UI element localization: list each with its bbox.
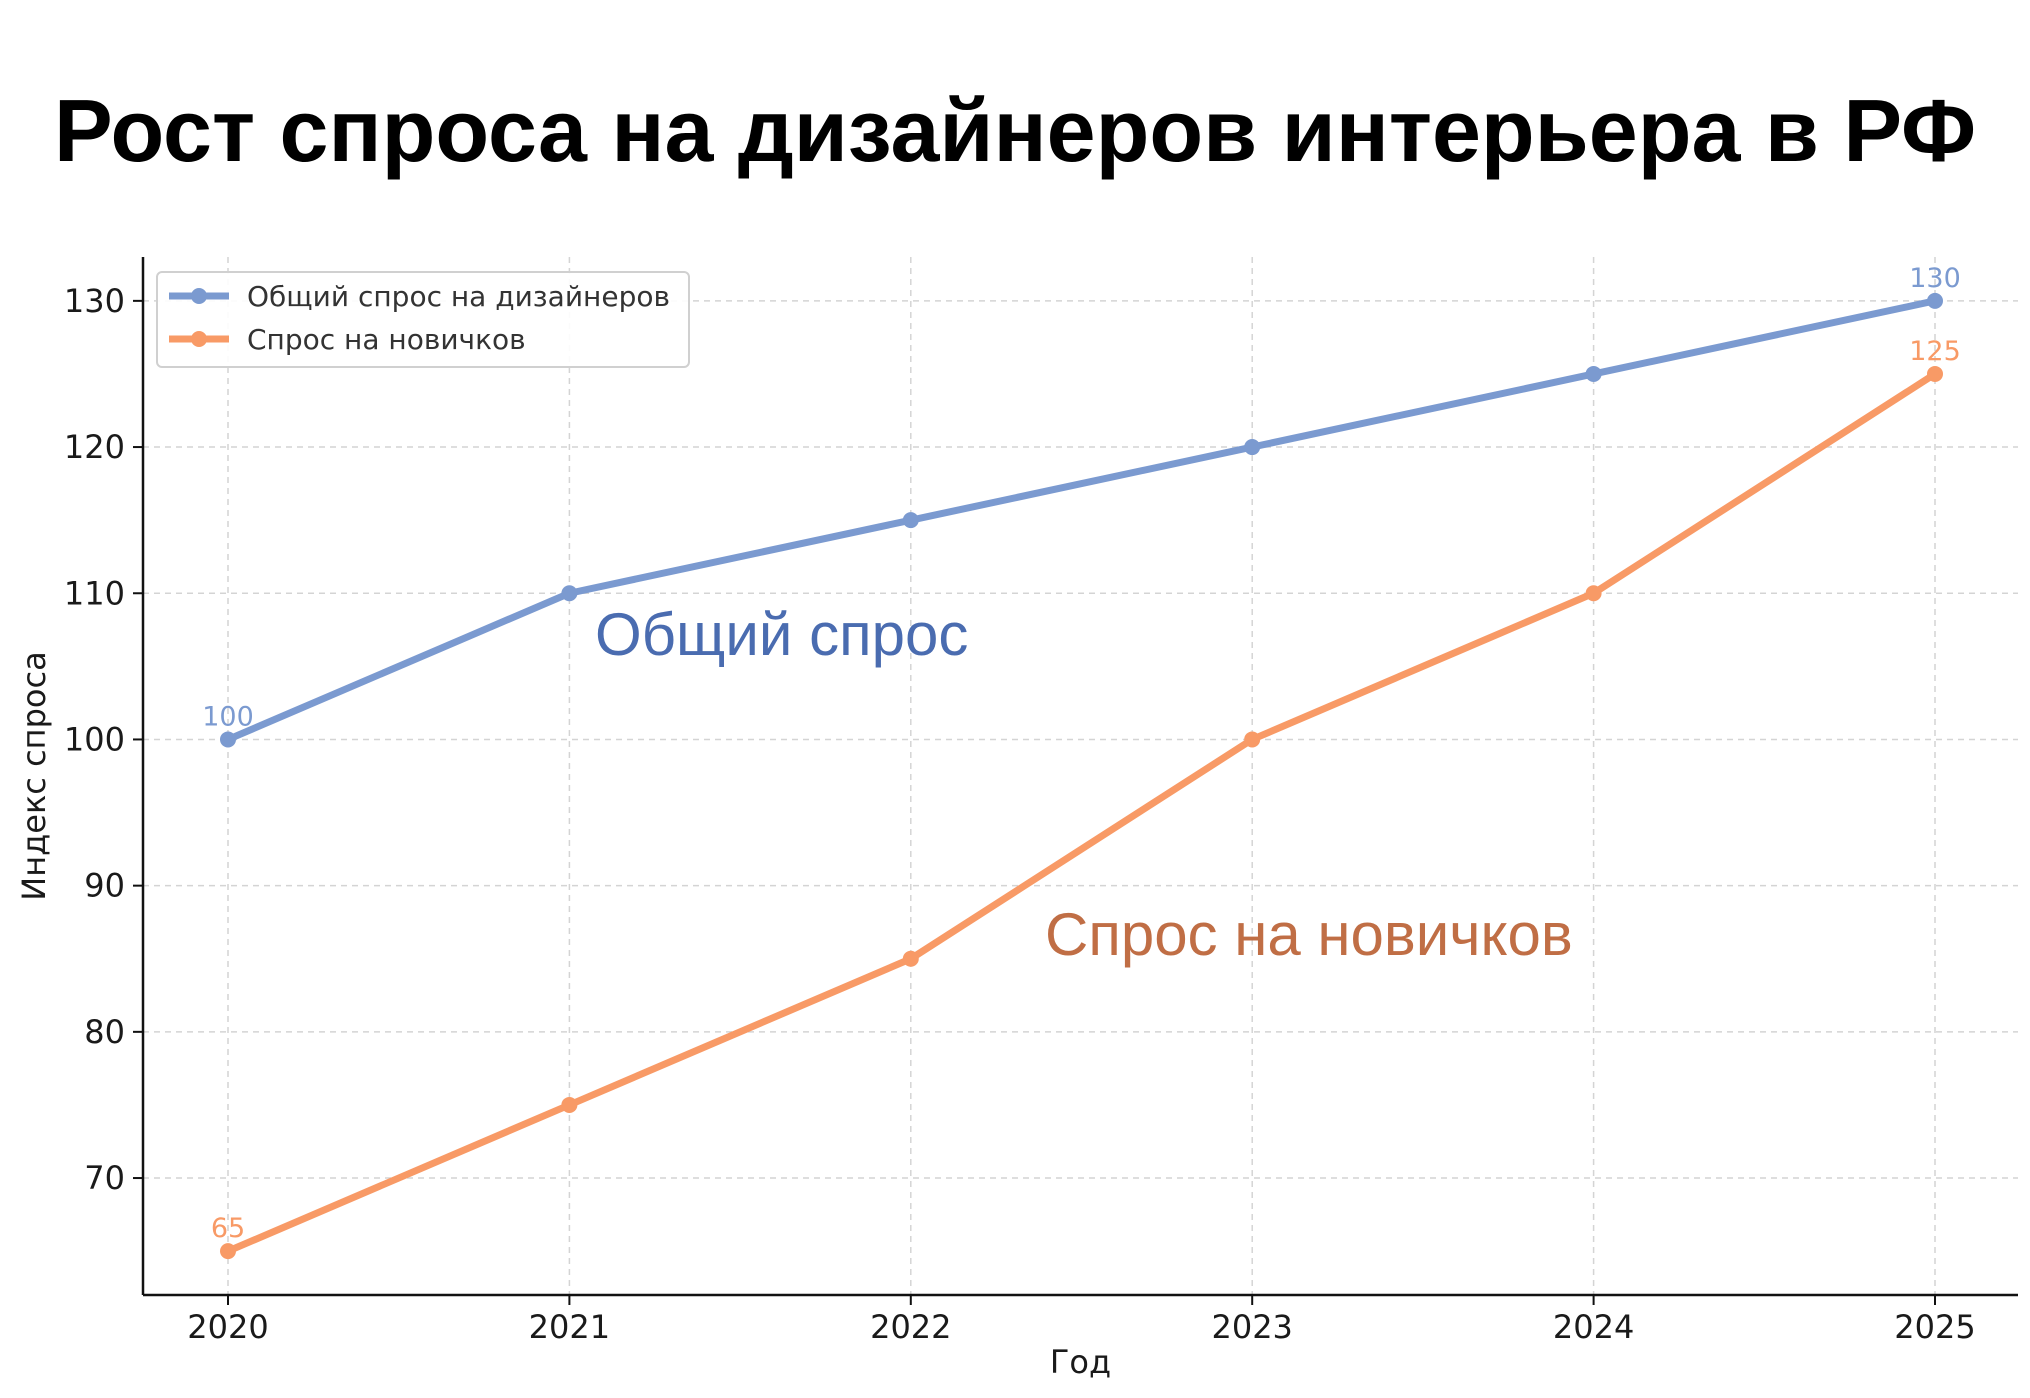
series [220, 292, 1943, 1260]
series-point-2 [220, 1243, 236, 1260]
x-tick-label: 2023 [1211, 1308, 1292, 1346]
data-label: 125 [1909, 336, 1961, 367]
data-labels: 100 130 65 125 [202, 263, 1961, 1244]
series-point-2 [1927, 365, 1943, 382]
legend-marker-2 [191, 331, 207, 347]
series-point-1 [1585, 365, 1602, 382]
chart-title: Рост спроса на дизайнеров интерьера в РФ [53, 81, 1977, 180]
x-tick-label: 2022 [870, 1308, 951, 1346]
legend-marker-1 [191, 288, 207, 304]
y-tick-label: 90 [84, 867, 125, 905]
data-label: 65 [211, 1213, 245, 1244]
x-axis-title: Год [1050, 1343, 1111, 1381]
x-tick-label: 2024 [1553, 1308, 1634, 1346]
series-point-2 [561, 1096, 578, 1113]
y-axis-title: Индекс спроса [15, 651, 53, 900]
series-point-2 [1585, 585, 1602, 602]
annotation-newbie-demand: Спрос на новичков [1045, 901, 1573, 968]
legend: Общий спрос на дизайнеров Спрос на новичк… [156, 271, 690, 368]
series-point-2 [1244, 731, 1261, 748]
series-point-1 [220, 731, 236, 748]
y-tick-label: 70 [84, 1159, 125, 1197]
y-tick-label: 130 [64, 282, 125, 320]
series-line-1 [224, 297, 1939, 743]
axes [141, 257, 2018, 1297]
y-tick-label: 120 [64, 428, 125, 466]
annotation-general-demand: Общий спрос [595, 601, 968, 668]
ticks: 2020 2021 2022 2023 2024 2025 70 80 90 100 110 120 1… [64, 282, 1976, 1346]
data-label: 130 [1909, 263, 1961, 294]
legend-label-2: Спрос на новичков [247, 323, 526, 356]
grid [143, 257, 2018, 1295]
y-tick-label: 80 [84, 1013, 125, 1051]
x-tick-label: 2021 [529, 1308, 610, 1346]
legend-box [156, 271, 690, 368]
series-point-1 [1244, 439, 1261, 456]
y-tick-label: 100 [64, 720, 125, 758]
x-tick-label: 2025 [1894, 1308, 1975, 1346]
series-line-2 [224, 370, 1939, 1255]
x-tick-label: 2020 [187, 1308, 268, 1346]
series-point-1 [1927, 292, 1943, 309]
y-tick-label: 110 [64, 574, 125, 612]
series-point-1 [561, 585, 578, 602]
series-point-1 [902, 512, 919, 529]
series-point-2 [902, 950, 919, 967]
legend-label-1: Общий спрос на дизайнеров [247, 280, 670, 313]
data-label: 100 [202, 701, 254, 732]
